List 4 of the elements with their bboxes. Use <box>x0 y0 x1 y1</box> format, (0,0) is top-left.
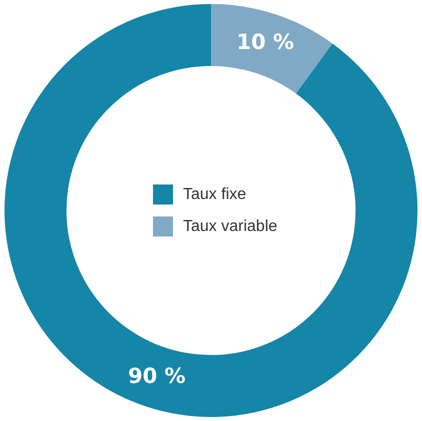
data-label: 90 % <box>128 364 186 388</box>
data-label: 10 % <box>236 30 294 54</box>
legend-label: Taux fixe <box>183 186 246 203</box>
legend-label: Taux variable <box>183 218 278 235</box>
